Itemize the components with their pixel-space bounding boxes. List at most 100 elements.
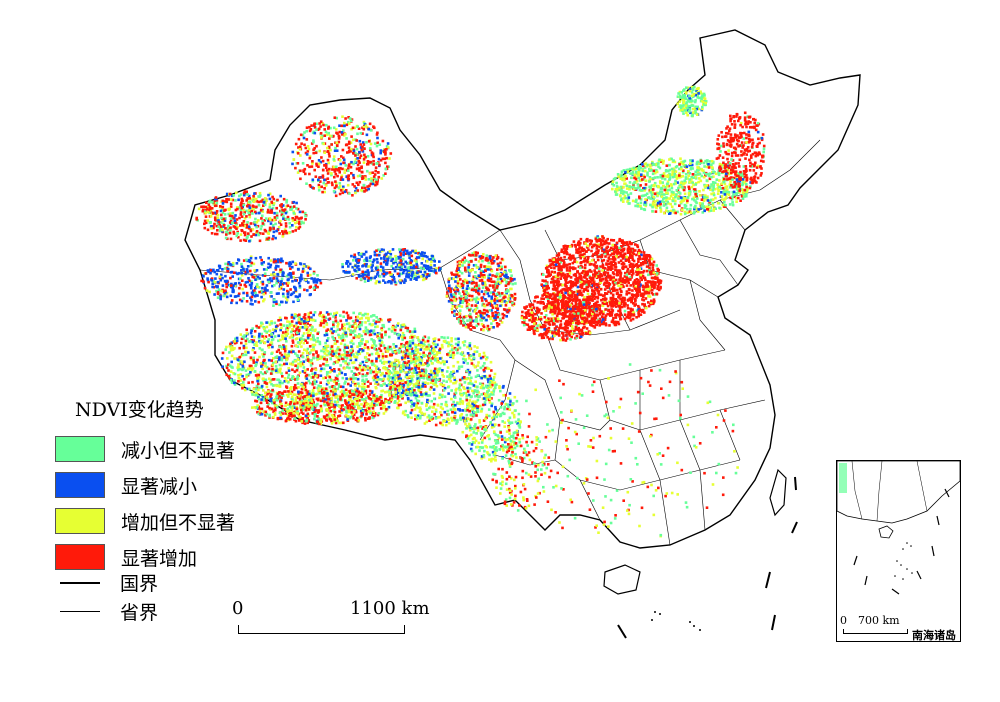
trend-pixel	[459, 416, 462, 420]
trend-pixel	[418, 357, 422, 361]
trend-pixel	[306, 399, 309, 402]
trend-pixel	[326, 409, 329, 412]
trend-pixel	[603, 240, 606, 244]
trend-pixel	[427, 414, 431, 417]
trend-pixel	[428, 394, 431, 397]
trend-pixel	[406, 392, 409, 395]
trend-pixel	[345, 322, 349, 326]
trend-pixel	[319, 420, 323, 424]
trend-pixel	[278, 396, 282, 400]
trend-pixel	[299, 415, 302, 419]
trend-pixel	[640, 292, 643, 296]
trend-pixel	[345, 334, 348, 338]
trend-pixel	[278, 363, 282, 367]
trend-pixel	[299, 364, 302, 368]
trend-pixel	[230, 354, 234, 358]
trend-pixel	[441, 346, 444, 349]
trend-pixel	[545, 287, 548, 291]
trend-pixel	[417, 358, 420, 362]
trend-pixel	[412, 385, 416, 388]
trend-pixel	[271, 369, 274, 373]
trend-pixel	[388, 370, 391, 373]
trend-pixel	[614, 268, 617, 272]
trend-pixel	[629, 307, 633, 311]
trend-pixel	[267, 358, 271, 362]
trend-pixel	[455, 402, 459, 405]
trend-pixel	[411, 341, 415, 345]
trend-pixel	[587, 270, 590, 273]
trend-pixel	[285, 358, 289, 361]
trend-pixel	[617, 313, 621, 317]
trend-pixel	[578, 266, 582, 269]
trend-pixel	[454, 342, 458, 346]
trend-pixel	[642, 254, 646, 257]
trend-pixel	[330, 400, 333, 404]
trend-pixel	[346, 418, 349, 421]
trend-pixel	[324, 364, 328, 367]
trend-pixel	[647, 259, 651, 262]
trend-pixel	[415, 364, 419, 368]
trend-pixel	[315, 356, 319, 360]
trend-pixel	[434, 410, 438, 413]
trend-pixel	[304, 320, 308, 324]
trend-pixel	[593, 274, 597, 278]
trend-pixel	[359, 391, 362, 395]
trend-pixel	[555, 259, 558, 263]
trend-pixel	[568, 271, 572, 275]
trend-pixel	[302, 412, 305, 415]
trend-pixel	[452, 353, 455, 357]
trend-pixel	[618, 309, 622, 313]
trend-pixel	[607, 290, 610, 293]
trend-pixel	[296, 325, 299, 329]
trend-pixel	[641, 285, 645, 289]
trend-pixel	[285, 408, 288, 411]
trend-pixel	[606, 250, 609, 253]
trend-pixel	[607, 276, 610, 279]
trend-pixel	[385, 366, 389, 370]
trend-pixel	[348, 396, 351, 400]
trend-pixel	[227, 363, 230, 366]
trend-pixel	[461, 357, 465, 361]
trend-pixel	[397, 377, 401, 381]
trend-pixel	[439, 421, 442, 425]
trend-pixel	[414, 346, 418, 349]
trend-pixel	[603, 297, 607, 300]
trend-pixel	[244, 369, 248, 372]
trend-pixel	[302, 360, 306, 363]
trend-pixel	[257, 382, 260, 386]
trend-pixel	[476, 398, 480, 402]
trend-pixel	[277, 334, 280, 338]
trend-pixel	[266, 405, 269, 408]
trend-pixel	[486, 451, 489, 454]
trend-pixel	[338, 385, 341, 388]
trend-pixel	[580, 253, 583, 257]
trend-pixel	[265, 401, 269, 404]
trend-pixel	[611, 309, 615, 312]
trend-pixel	[599, 281, 602, 284]
trend-pixel	[301, 406, 304, 409]
trend-pixel	[267, 338, 270, 341]
trend-pixel	[392, 393, 396, 397]
trend-pixel	[618, 269, 621, 272]
trend-pixel	[651, 302, 655, 306]
trend-pixel	[286, 403, 290, 406]
trend-pixel	[640, 278, 643, 282]
trend-pixel	[361, 360, 365, 364]
trend-pixel	[243, 388, 247, 392]
trend-pixel	[415, 406, 418, 409]
trend-pixel	[585, 301, 588, 305]
trend-pixel	[349, 332, 352, 336]
trend-pixel	[415, 399, 419, 402]
trend-pixel	[262, 389, 265, 392]
trend-pixel	[399, 377, 402, 381]
trend-pixel	[605, 246, 608, 250]
trend-pixel	[587, 304, 590, 308]
trend-pixel	[345, 357, 349, 360]
trend-pixel	[311, 389, 315, 392]
trend-pixel	[601, 277, 604, 281]
trend-pixel	[659, 281, 662, 285]
trend-pixel	[269, 372, 273, 375]
trend-pixel	[358, 366, 362, 369]
trend-pixel	[333, 400, 337, 403]
